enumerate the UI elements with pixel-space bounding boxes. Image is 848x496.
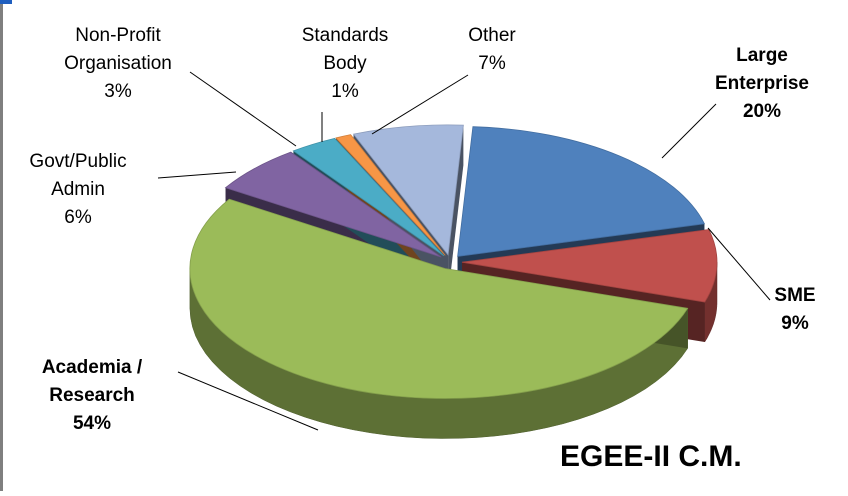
slice-label: Non-Profit Organisation 3% bbox=[43, 22, 193, 106]
leader-line bbox=[371, 74, 469, 135]
slice-label: Academia / Research 54% bbox=[12, 354, 172, 438]
slice-label: Other 7% bbox=[447, 22, 537, 78]
value-label: 20% bbox=[742, 101, 782, 122]
value-label: 54% bbox=[72, 413, 112, 434]
slice-label: SME 9% bbox=[755, 282, 835, 338]
value-label: 7% bbox=[478, 53, 506, 74]
slice bbox=[292, 137, 445, 257]
slice bbox=[457, 126, 706, 257]
leader-line bbox=[157, 171, 237, 179]
value-label: 6% bbox=[64, 207, 92, 228]
slice bbox=[224, 151, 442, 258]
category-label: Large Enterprise bbox=[715, 45, 809, 94]
chart-title: EGEE-II C.M. bbox=[560, 440, 742, 473]
slice bbox=[461, 229, 718, 303]
slice bbox=[189, 198, 689, 399]
category-label: Standards Body bbox=[301, 25, 389, 74]
leader-line bbox=[189, 71, 297, 147]
leader-line bbox=[177, 371, 319, 431]
category-label: Other bbox=[468, 25, 516, 46]
leader-line bbox=[707, 227, 771, 301]
category-label: SME bbox=[774, 285, 816, 306]
leader-line bbox=[661, 103, 717, 159]
value-label: 3% bbox=[104, 81, 132, 102]
category-label: Govt/Public Admin bbox=[29, 151, 127, 200]
value-label: 9% bbox=[781, 313, 809, 334]
category-label: Non-Profit Organisation bbox=[64, 25, 172, 74]
slice-wall bbox=[448, 125, 464, 295]
frame-corner bbox=[0, 0, 12, 4]
frame-left bbox=[0, 0, 3, 491]
slice bbox=[335, 134, 446, 256]
category-label: Academia / Research bbox=[41, 357, 143, 406]
slice-label: Govt/Public Admin 6% bbox=[13, 148, 143, 232]
slice-label: Large Enterprise 20% bbox=[697, 42, 827, 126]
slice bbox=[352, 124, 464, 256]
slice-label: Standards Body 1% bbox=[290, 22, 400, 106]
value-label: 1% bbox=[331, 81, 359, 102]
